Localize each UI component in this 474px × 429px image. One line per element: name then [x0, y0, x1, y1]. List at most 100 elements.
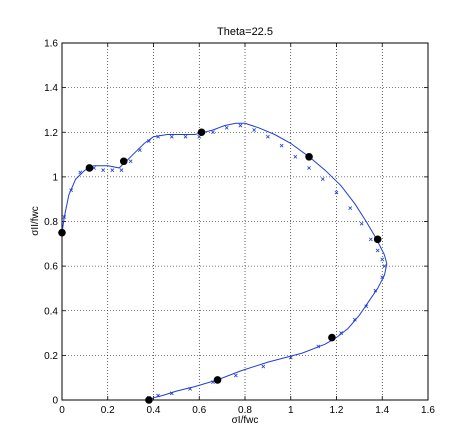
x-tick-label: 1.4 [375, 405, 389, 416]
chart-title: Theta=22.5 [217, 26, 273, 38]
cross-marker [156, 393, 160, 398]
cross-marker [380, 275, 385, 280]
cross-marker-stroke [169, 391, 174, 396]
cross-marker-stroke [320, 177, 325, 181]
cross-marker-stroke [364, 304, 369, 309]
cross-marker-stroke [352, 317, 357, 322]
cross-marker-stroke [137, 148, 142, 152]
cross-marker [373, 288, 378, 293]
cross-marker-stroke [348, 206, 353, 210]
cross-marker-stroke [156, 393, 160, 398]
cross-marker [238, 123, 243, 128]
cross-marker [279, 143, 284, 148]
cross-marker-stroke [382, 264, 387, 269]
cross-marker [261, 364, 266, 369]
cross-marker-stroke [188, 386, 192, 391]
cross-marker [156, 134, 160, 139]
series-layer [58, 122, 388, 404]
cross-marker [352, 317, 357, 322]
dot-marker [58, 228, 66, 237]
cross-marker-stroke [211, 130, 215, 135]
cross-marker-stroke [183, 134, 188, 139]
cross-marker-stroke [69, 188, 74, 193]
cross-marker [382, 264, 387, 269]
cross-marker [78, 170, 83, 175]
cross-marker-stroke [359, 221, 364, 226]
y-tick-label: 0.8 [44, 217, 58, 228]
cross-marker-stroke [261, 364, 266, 369]
cross-marker [211, 130, 215, 135]
dot-marker [119, 157, 128, 166]
cross-marker [183, 134, 188, 139]
cross-marker-stroke [156, 134, 160, 139]
cross-marker [101, 168, 106, 173]
y-tick-label: 1.6 [44, 39, 58, 50]
x-tick-label: 1.2 [330, 405, 344, 416]
cross-marker [147, 139, 151, 144]
cross-marker [375, 248, 380, 253]
cross-marker [119, 168, 124, 173]
cross-marker [69, 188, 74, 193]
cross-marker-stroke [101, 168, 106, 173]
y-tick-label: 0.6 [44, 262, 58, 273]
cross-marker [368, 237, 373, 242]
cross-marker [320, 177, 325, 181]
cross-marker-stroke [78, 170, 83, 175]
cross-marker [364, 304, 369, 309]
cross-marker-stroke [307, 166, 311, 170]
cross-marker [316, 344, 321, 349]
cross-marker [348, 206, 353, 210]
cross-marker [252, 128, 257, 132]
dot-marker [328, 333, 336, 342]
y-tick-label: 1.2 [44, 128, 58, 139]
dot-marker [85, 164, 94, 172]
cross-marker-stroke [147, 139, 151, 144]
cross-marker-stroke [334, 190, 339, 195]
y-ticks: 0 0.2 0.4 0.6 0.8 1 1.2 1.4 1.6 [44, 39, 428, 407]
cross-marker-stroke [380, 257, 385, 262]
cross-marker [137, 148, 142, 152]
cross-marker-stroke [224, 125, 229, 130]
x-tick-label: 0.2 [101, 405, 115, 416]
x-tick-label: 0.8 [238, 405, 252, 416]
cross-marker-stroke [368, 237, 373, 242]
cross-marker-stroke [293, 154, 298, 159]
cross-marker-stroke [373, 288, 378, 293]
cross-marker-stroke [375, 248, 380, 253]
cross-marker-stroke [279, 143, 284, 148]
x-tick-label: 0.4 [147, 405, 161, 416]
cross-marker [169, 391, 174, 396]
y-tick-label: 1 [52, 172, 58, 183]
x-ticks: 0 0.2 0.4 0.6 0.8 1 1.2 1.4 1.6 [59, 43, 435, 416]
cross-marker [380, 257, 385, 262]
cross-marker [169, 134, 174, 139]
cross-marker-stroke [316, 344, 321, 349]
cross-marker [233, 373, 238, 378]
cross-marker-stroke [380, 275, 385, 280]
cross-marker [128, 159, 133, 164]
cross-marker [62, 215, 67, 219]
y-tick-label: 0 [52, 396, 58, 407]
dot-marker [145, 396, 153, 404]
cross-marker [110, 168, 115, 173]
cross-marker [359, 221, 364, 226]
dot-marker [213, 376, 222, 384]
cross-marker [339, 331, 343, 335]
dot-marker [197, 128, 206, 137]
grid-lines [62, 43, 428, 400]
cross-marker [288, 355, 293, 360]
cross-marker-stroke [128, 159, 133, 164]
cross-marker-stroke [238, 123, 243, 128]
cross-marker-stroke [233, 373, 238, 378]
y-tick-label: 0.4 [44, 306, 58, 317]
cross-marker-stroke [265, 134, 270, 139]
cross-marker-stroke [339, 331, 343, 335]
cross-marker [224, 125, 229, 130]
cross-marker [293, 154, 298, 159]
cross-marker-stroke [62, 215, 67, 219]
cross-marker-stroke [119, 168, 124, 173]
cross-marker [265, 134, 270, 139]
cross-marker-stroke [110, 168, 115, 173]
